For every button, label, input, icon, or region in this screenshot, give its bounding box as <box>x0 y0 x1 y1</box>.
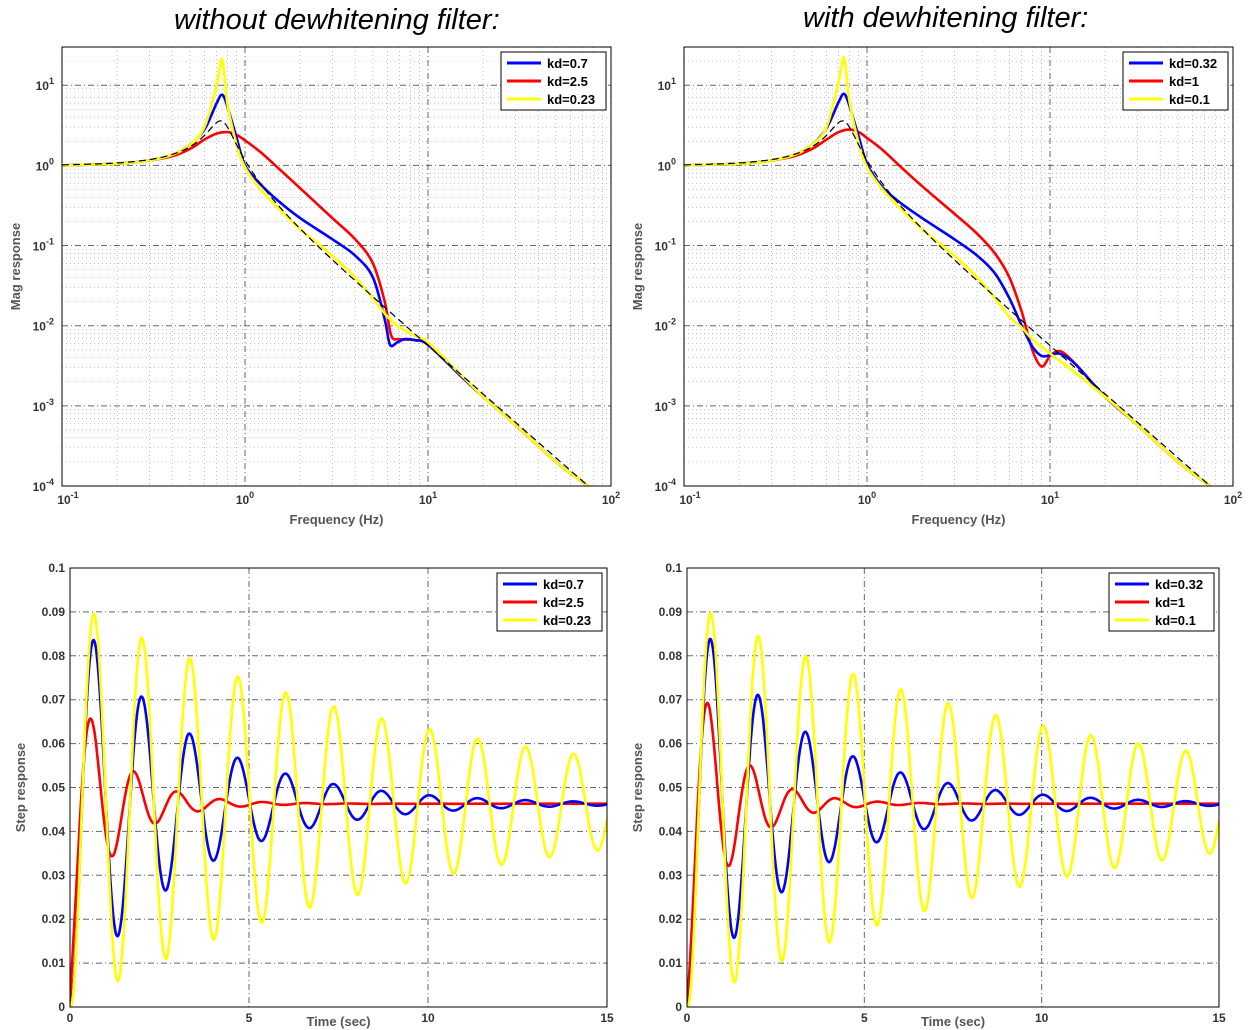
mag-without-x-tick-label: 102 <box>602 490 620 507</box>
mag-without-legend-label: kd=0.23 <box>547 92 595 107</box>
step-without-y-tick-label: 0.02 <box>42 912 66 926</box>
mag-without-y-axis-label: Mag response <box>8 223 23 310</box>
mag-with-y-tick-label: 100 <box>658 156 676 173</box>
step-without-y-tick-label: 0.09 <box>42 605 66 619</box>
step-without-y-tick-label: 0.01 <box>42 956 66 970</box>
step-with-y-tick-label: 0.07 <box>659 693 683 707</box>
right-panel-title: with dewhitening filter: <box>803 2 1089 34</box>
step-with-x-tick-label: 0 <box>684 1011 691 1025</box>
step-without-series-line <box>70 612 607 1007</box>
mag-with-x-tick-label: 101 <box>1041 490 1059 507</box>
step-with-x-tick-label: 15 <box>1212 1011 1226 1025</box>
step-with-x-axis-label: Time (sec) <box>921 1014 985 1029</box>
mag-without-y-tick-label: 10-1 <box>33 237 54 254</box>
step-without-chart: 0 5 10 15 0 0.01 0.02 0.03 0.04 0.05 0.06 0.07 0.08 0… <box>13 561 614 1029</box>
step-without-x-tick-label: 5 <box>246 1011 253 1025</box>
mag-without-reference-curve <box>62 120 590 486</box>
mag-with-y-tick-label: 10-4 <box>655 477 676 494</box>
mag-without-x-tick-label: 100 <box>236 490 254 507</box>
mag-without-chart: 10-1 100 101 102 10-4 10-3 10-2 10-1 100 101 Frequ… <box>8 46 620 527</box>
step-with-y-tick-label: 0.05 <box>659 781 683 795</box>
mag-without-y-tick-label: 101 <box>36 76 54 93</box>
step-without-y-tick-label: 0 <box>58 1000 65 1014</box>
mag-with-frame <box>683 46 1234 487</box>
step-with-y-axis-label: Step response <box>630 743 645 833</box>
mag-with-x-axis-label: Frequency (Hz) <box>912 512 1006 527</box>
step-with-y-tick-label: 0.04 <box>659 824 683 838</box>
mag-with-series-line <box>684 56 1211 486</box>
step-without-y-tick-label: 0.05 <box>42 781 66 795</box>
step-without-legend-label: kd=0.23 <box>543 613 591 628</box>
step-with-y-tick-label: 0.01 <box>659 956 683 970</box>
mag-with-plot-area <box>684 47 1233 486</box>
mag-without-x-axis-label: Frequency (Hz) <box>290 512 384 527</box>
step-with-legend-label: kd=0.1 <box>1155 613 1196 628</box>
mag-with-x-tick-label: 102 <box>1224 490 1242 507</box>
step-with-legend-label: kd=0.32 <box>1155 577 1203 592</box>
left-panel-title: without dewhitening filter: <box>174 4 500 36</box>
step-with-frame <box>686 567 1220 1008</box>
step-with-y-tick-label: 0.09 <box>659 605 683 619</box>
step-with-legend-label: kd=1 <box>1155 595 1185 610</box>
step-with-y-tick-label: 0.06 <box>659 737 683 751</box>
mag-without-legend-label: kd=0.7 <box>547 56 588 71</box>
step-without-x-tick-label: 0 <box>67 1011 74 1025</box>
step-with-y-tick-label: 0.08 <box>659 649 683 663</box>
step-without-y-tick-label: 0.08 <box>42 649 66 663</box>
step-with-chart: 0 5 10 15 0 0.01 0.02 0.03 0.04 0.05 0.06 0.07 0.08 0… <box>630 561 1226 1029</box>
step-without-y-tick-label: 0.04 <box>42 824 66 838</box>
mag-without-plot-area <box>62 47 611 486</box>
step-with-x-tick-label: 5 <box>861 1011 868 1025</box>
step-without-x-axis-label: Time (sec) <box>306 1014 370 1029</box>
mag-with-x-tick-label: 100 <box>858 490 876 507</box>
mag-without-y-tick-label: 10-2 <box>33 317 54 334</box>
mag-with-y-tick-label: 101 <box>658 76 676 93</box>
step-with-y-tick-label: 0.03 <box>659 868 683 882</box>
step-without-y-axis-label: Step response <box>13 743 28 833</box>
step-with-series-line <box>687 701 1219 1007</box>
mag-without-frame <box>61 46 612 487</box>
mag-with-legend-label: kd=0.1 <box>1169 92 1210 107</box>
step-without-x-tick-label: 15 <box>600 1011 614 1025</box>
step-without-legend-label: kd=0.7 <box>543 577 584 592</box>
mag-with-y-axis-label: Mag response <box>630 223 645 310</box>
step-with-y-tick-label: 0.02 <box>659 912 683 926</box>
step-without-series-line <box>70 638 607 1007</box>
step-without-y-tick-label: 0.1 <box>48 561 65 575</box>
step-without-y-tick-label: 0.06 <box>42 737 66 751</box>
mag-without-y-tick-label: 10-4 <box>33 477 54 494</box>
mag-with-y-tick-label: 10-1 <box>655 237 676 254</box>
step-without-legend-label: kd=2.5 <box>543 595 584 610</box>
step-with-x-tick-label: 10 <box>1035 1011 1049 1025</box>
step-with-y-tick-label: 0.1 <box>665 561 682 575</box>
step-with-y-tick-label: 0 <box>675 1000 682 1014</box>
step-without-frame <box>69 567 608 1008</box>
step-without-y-tick-label: 0.07 <box>42 693 66 707</box>
mag-with-legend-label: kd=1 <box>1169 74 1199 89</box>
mag-without-legend-label: kd=2.5 <box>547 74 588 89</box>
step-without-series-line <box>70 717 607 1007</box>
mag-without-y-tick-label: 10-3 <box>33 397 54 414</box>
mag-without-x-tick-label: 10-1 <box>57 490 78 507</box>
mag-with-y-tick-label: 10-2 <box>655 317 676 334</box>
mag-without-x-tick-label: 101 <box>419 490 437 507</box>
mag-with-y-tick-label: 10-3 <box>655 397 676 414</box>
mag-without-y-tick-label: 100 <box>36 156 54 173</box>
mag-with-x-tick-label: 10-1 <box>679 490 700 507</box>
mag-with-reference-curve <box>684 120 1212 486</box>
step-without-x-tick-label: 10 <box>421 1011 435 1025</box>
mag-with-chart: 10-1 100 101 102 10-4 10-3 10-2 10-1 100 101 Frequ… <box>630 46 1242 527</box>
step-with-series-line <box>687 637 1219 1007</box>
mag-with-legend-label: kd=0.32 <box>1169 56 1217 71</box>
step-with-series-line <box>687 611 1219 1007</box>
step-without-y-tick-label: 0.03 <box>42 868 66 882</box>
